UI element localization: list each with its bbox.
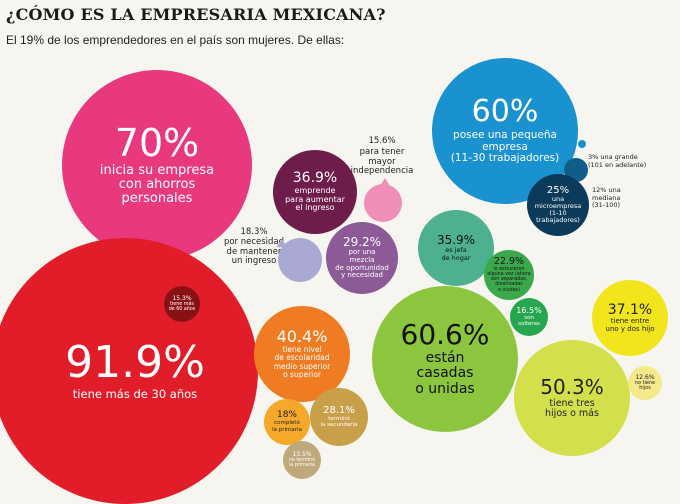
bubble-casadas: 60.6% están casadas o unidas (372, 286, 518, 432)
label-mediana: 12% una mediana (31-100) (592, 180, 642, 210)
bubble-mayor60-pct: 15.3% (172, 294, 192, 302)
bubble-escolaridad-pct: 40.4% (276, 327, 328, 346)
bubble-secundaria-pct: 28.1% (323, 404, 355, 416)
label-grande: 3% una grande (101 en adelante) (588, 147, 668, 169)
label-necesidad-text-box: por necesidad de mantener un ingreso (214, 228, 294, 267)
bubble-sinhijos-pct: 12.6% (635, 373, 655, 381)
bubble-secundaria: 28.1% terminó la secundaria (310, 388, 368, 446)
bubble-noprimaria: 13.5% no terminó la primaria (283, 441, 321, 479)
bubble-unodos-label: tiene entre uno y dos hijo (605, 316, 655, 333)
bubble-mayor60-label: tiene más de 60 años (168, 301, 196, 312)
bubble-noprimaria-label: no terminó la primaria (288, 457, 316, 468)
bubble-ahorros: 70% inicia su empresa con ahorros person… (62, 70, 252, 260)
bubble-emprende-label: emprende para aumentar el ingreso (285, 185, 345, 213)
bubble-jefa: 35.9% es jefa de hogar (418, 210, 494, 286)
bubble-emprende: 36.9% emprende para aumentar el ingreso (273, 150, 357, 234)
bubble-mezcla-pct: 29.2% (342, 235, 382, 250)
bubble-jefa-label: es jefa de hogar (441, 246, 471, 262)
bubble-separadas: 22.9% lo estuvieron alguna vez (ahora so… (484, 250, 534, 300)
bubble-independencia (364, 184, 402, 222)
bubble-emprende-pct: 36.9% (292, 169, 338, 186)
bubble-treshijos: 50.3% tiene tres hijos o más (514, 340, 630, 456)
label-independencia-text: para tener mayor independencia (350, 146, 414, 177)
bubble-solteras-pct: 16.5% (516, 305, 542, 315)
bubble-micro-label: una microempresa (1-10 trabajadores) (534, 194, 582, 225)
bubble-mayor30: 91.9% tiene más de 30 años (0, 238, 258, 504)
label-necesidad: 18.3% (214, 218, 294, 238)
bubble-pequena-pct: 60% (471, 94, 539, 130)
bubble-casadas-pct: 60.6% (400, 317, 490, 351)
bubble-unodos-pct: 37.1% (607, 301, 653, 318)
bubble-separadas-pct: 22.9% (493, 256, 525, 268)
bubble-primaria: 18% completó la primaria (264, 399, 310, 445)
bubble-micro: 25% una microempresa (1-10 trabajadores) (527, 174, 589, 236)
bubble-solteras: 16.5% son solteras (510, 298, 548, 336)
label-mediana-text: 12% una mediana (31-100) (592, 186, 621, 210)
page-title: ¿CÓMO ES LA EMPRESARIA MEXICANA? (6, 5, 386, 24)
bubble-treshijos-pct: 50.3% (540, 374, 604, 399)
bubble-ahorros-pct: 70% (114, 120, 200, 165)
bubble-sinhijos-label: no tiene hijos (634, 379, 656, 391)
bubble-escolaridad-label: tiene nivel de escolaridad medio superio… (273, 345, 331, 379)
label-grande-text: 3% una grande (101 en adelante) (588, 153, 647, 169)
bubble-separadas-label: lo estuvieron alguna vez (ahora son sepa… (487, 266, 531, 293)
bubble-mezcla-label: por una mezcla de oportunidad y necesida… (335, 248, 389, 280)
bubble-escolaridad: 40.4% tiene nivel de escolaridad medio s… (254, 306, 350, 402)
bubble-unodos: 37.1% tiene entre uno y dos hijo (592, 280, 668, 356)
bubble-pequena-label: posee una pequeña empresa (11-30 trabaja… (450, 129, 560, 165)
bubble-jefa-pct: 35.9% (436, 233, 476, 248)
bubble-primaria-label: completó la primaria (272, 420, 302, 433)
bubble-mayor30-label: tiene más de 30 años (72, 387, 198, 402)
bubble-pequena: 60% posee una pequeña empresa (11-30 tra… (432, 58, 578, 204)
bubble-mayor60: 15.3% tiene más de 60 años (164, 286, 200, 322)
bubble-mayor30-pct: 91.9% (65, 337, 205, 389)
bubble-sinhijos: 12.6% no tiene hijos (628, 366, 662, 400)
bubble-noprimaria-pct: 13.5% (292, 450, 312, 458)
bubble-micro-pct: 25% (546, 184, 570, 196)
bubble-casadas-label: están casadas o unidas (415, 349, 475, 397)
bubble-solteras-label: son solteras (518, 314, 540, 327)
bubble-mezcla: 29.2% por una mezcla de oportunidad y ne… (326, 222, 398, 294)
label-independencia: para tener mayor independencia (342, 138, 422, 177)
bubble-ahorros-label: inicia su empresa con ahorros personales (99, 162, 215, 207)
label-independencia-pct: 15.6% (342, 127, 422, 147)
bubble-grande (578, 140, 586, 148)
label-independencia-pct-text: 15.6% (368, 135, 396, 146)
label-necesidad-pct: 18.3% (240, 226, 268, 237)
bubble-secundaria-label: terminó la secundaria (320, 415, 358, 428)
bubble-treshijos-label: tiene tres hijos o más (545, 397, 599, 419)
bubble-necesidad (278, 238, 322, 282)
page-subtitle: El 19% de los emprendedores en el país s… (6, 33, 345, 47)
label-necesidad-text: por necesidad de mantener un ingreso (223, 236, 285, 267)
bubble-primaria-pct: 18% (276, 410, 297, 421)
tail-independencia (380, 178, 390, 186)
